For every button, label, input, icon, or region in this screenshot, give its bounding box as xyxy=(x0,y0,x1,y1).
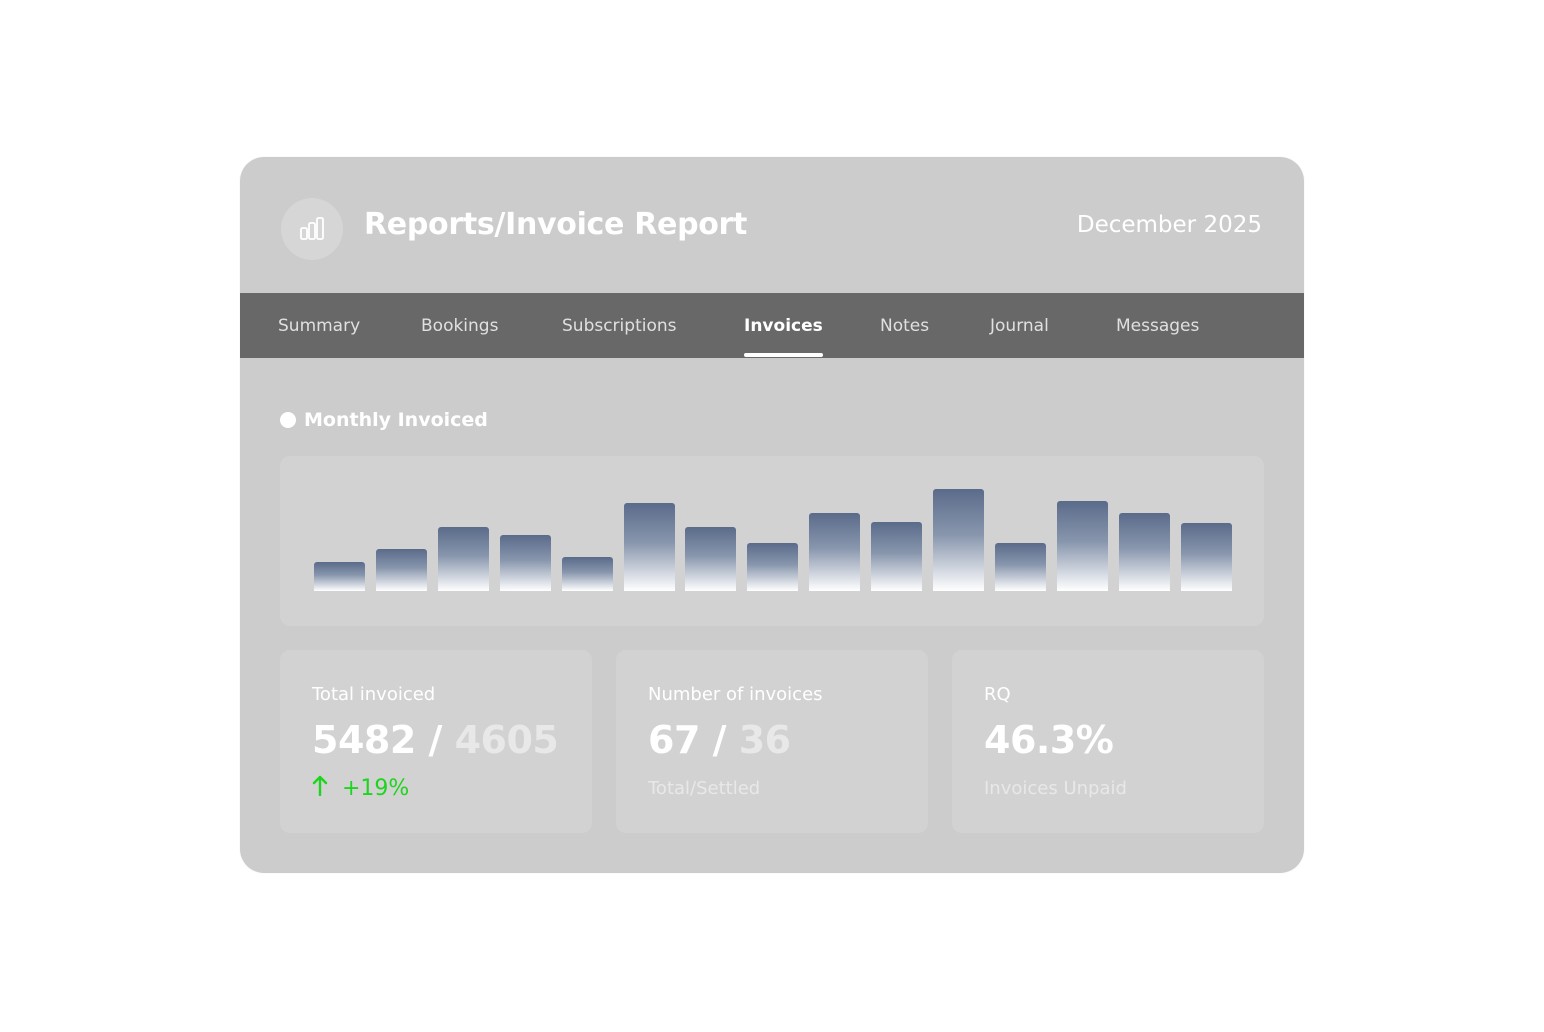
chart-bar xyxy=(871,522,922,591)
chart-bar xyxy=(624,503,675,591)
chart-bar xyxy=(314,562,365,591)
stat-value: 67 / 36 xyxy=(648,718,791,762)
monthly-invoiced-chart xyxy=(280,456,1264,626)
stat-card-total-invoiced: Total invoiced 5482 / 4605 +19% xyxy=(280,650,592,833)
chart-bar xyxy=(1119,513,1170,591)
stat-label: Total invoiced xyxy=(312,684,436,705)
chart-bar xyxy=(1181,523,1232,591)
active-tab-indicator xyxy=(744,353,823,357)
stat-label: Number of invoices xyxy=(648,684,823,705)
stat-value-secondary: 36 xyxy=(738,718,791,762)
stat-sub: Invoices Unpaid xyxy=(984,778,1127,799)
stat-card-number-of-invoices: Number of invoices 67 / 36 Total/Settled xyxy=(616,650,928,833)
chart-bar xyxy=(376,549,427,591)
report-header: Reports/Invoice Report December 2025 xyxy=(240,157,1304,293)
chart-bar xyxy=(500,535,551,591)
report-logo xyxy=(281,198,343,260)
legend-dot-icon xyxy=(280,412,296,428)
chart-bar xyxy=(1057,501,1108,591)
tab-journal[interactable]: Journal xyxy=(990,316,1049,336)
stat-value-primary: 67 xyxy=(648,718,700,762)
stat-value-separator: / xyxy=(415,718,455,762)
tab-notes[interactable]: Notes xyxy=(880,316,930,336)
tab-subscriptions[interactable]: Subscriptions xyxy=(562,316,677,336)
chart-title: Monthly Invoiced xyxy=(304,409,488,431)
stat-value-separator: / xyxy=(699,718,739,762)
stat-label: RQ xyxy=(984,684,1011,705)
chart-bar xyxy=(685,527,736,591)
stat-card-rq: RQ 46.3% Invoices Unpaid xyxy=(952,650,1264,833)
tab-invoices[interactable]: Invoices xyxy=(744,316,823,336)
tab-messages[interactable]: Messages xyxy=(1116,316,1200,336)
bar-chart-icon xyxy=(300,217,324,240)
stat-value-secondary: 4605 xyxy=(454,718,559,762)
report-card: Reports/Invoice Report December 2025 Sum… xyxy=(240,157,1304,873)
chart-section-label: Monthly Invoiced xyxy=(280,408,488,432)
tab-bar: Summary Bookings Subscriptions Invoices … xyxy=(240,293,1304,358)
chart-bar xyxy=(438,527,489,591)
stat-delta: +19% xyxy=(312,774,409,802)
stat-value: 46.3% xyxy=(984,718,1114,762)
report-date: December 2025 xyxy=(1076,212,1262,238)
stat-value: 5482 / 4605 xyxy=(312,718,559,762)
tab-summary[interactable]: Summary xyxy=(278,316,361,336)
page-title: Reports/Invoice Report xyxy=(364,207,748,242)
stat-delta-value: +19% xyxy=(342,775,410,801)
chart-bar xyxy=(933,489,984,591)
tab-bookings[interactable]: Bookings xyxy=(421,316,499,336)
chart-bar xyxy=(809,513,860,591)
chart-bar xyxy=(995,543,1046,591)
stat-sub: Total/Settled xyxy=(648,778,761,799)
stat-value-primary: 5482 xyxy=(312,718,416,762)
chart-bar xyxy=(747,543,798,591)
arrow-up-icon xyxy=(312,774,328,802)
chart-bar xyxy=(562,557,613,591)
